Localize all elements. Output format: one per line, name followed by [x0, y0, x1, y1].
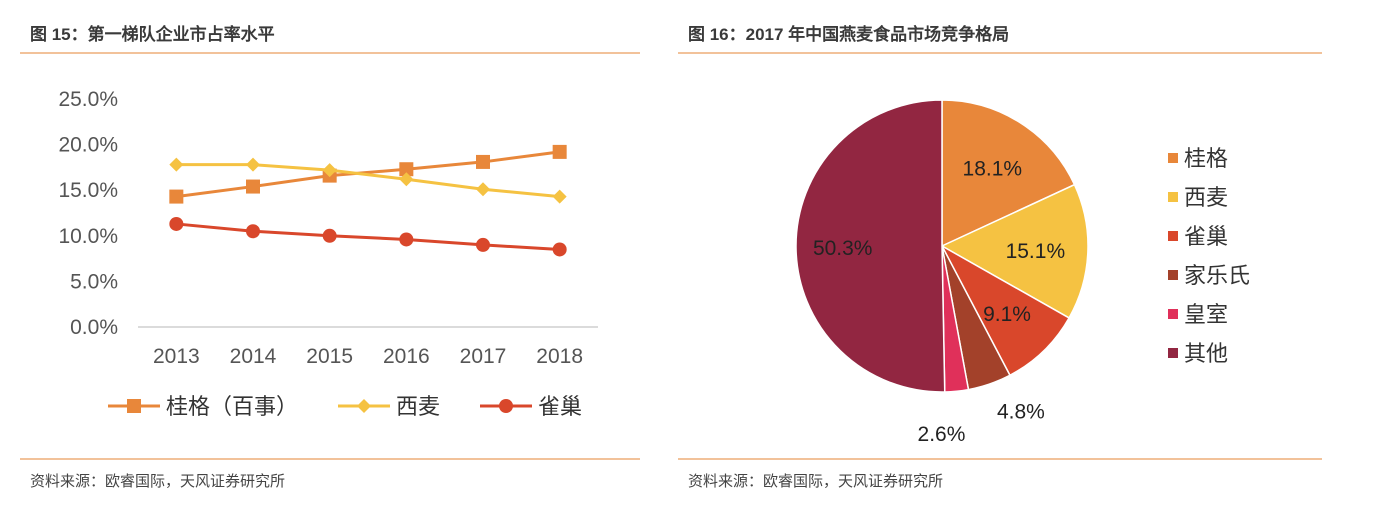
data-point — [476, 182, 490, 197]
legend-label: 西麦 — [396, 394, 440, 419]
pie-slice — [941, 99, 1076, 248]
data-point — [169, 189, 184, 204]
slice-label: 2.6% — [918, 423, 966, 446]
legend-label: 其他 — [1184, 341, 1228, 366]
legend-label: 皇室 — [1184, 302, 1228, 327]
slice-label: 50.3% — [813, 237, 873, 260]
data-point — [322, 228, 337, 243]
data-point — [169, 157, 184, 172]
x-tick-label: 2013 — [153, 345, 200, 368]
left-chart-panel: 图 15：第一梯队企业市占率水平 0.0% 5.0% 10.0% 15.0% 20.0%… — [20, 0, 640, 512]
left-title-rule — [20, 52, 640, 54]
left-source-rule — [20, 458, 640, 460]
slice-label: 4.8% — [997, 400, 1045, 423]
legend-swatch — [1168, 270, 1178, 280]
series-line — [176, 150, 560, 199]
pie-slice — [940, 244, 1071, 377]
series-line — [176, 163, 560, 199]
left-source-note: 资料来源：欧睿国际，天风证券研究所 — [30, 473, 286, 490]
data-point — [246, 157, 260, 172]
x-tick-label: 2016 — [383, 345, 430, 368]
legend-label: 雀巢 — [538, 394, 582, 419]
right-title-rule — [678, 52, 1322, 54]
data-point — [552, 144, 567, 159]
legend-label: 西麦 — [1184, 185, 1228, 210]
series-line — [176, 222, 560, 251]
y-tick-label: 15.0% — [58, 179, 118, 202]
right-chart-panel: 图 16：2017 年中国燕麦食品市场竞争格局 18.1% 15.1% 9.1% 4.… — [678, 0, 1322, 512]
x-tick-label: 2014 — [230, 345, 277, 368]
legend-label: 家乐氏 — [1184, 263, 1250, 288]
right-source-note: 资料来源：欧睿国际，天风证券研究所 — [688, 473, 944, 490]
x-tick-label: 2017 — [460, 345, 507, 368]
data-point — [552, 242, 567, 257]
data-point — [399, 162, 414, 177]
data-point — [246, 224, 260, 239]
legend-swatch — [1168, 348, 1178, 358]
legend-label: 雀巢 — [1184, 224, 1228, 249]
pie-slice — [940, 183, 1089, 319]
y-tick-label: 25.0% — [58, 88, 118, 111]
y-tick-label: 5.0% — [70, 270, 118, 293]
slice-label: 15.1% — [1006, 240, 1066, 263]
y-tick-label: 10.0% — [58, 225, 118, 248]
data-point — [169, 216, 184, 231]
data-point — [399, 232, 414, 247]
pie-slice — [795, 99, 946, 393]
legend-label: 桂格 — [1184, 146, 1228, 171]
legend-swatch — [1168, 231, 1178, 241]
data-point — [476, 154, 490, 169]
legend-swatch — [1168, 192, 1178, 202]
right-source-rule — [678, 458, 1322, 460]
legend-marker — [499, 399, 513, 413]
legend-marker — [127, 399, 141, 413]
data-point — [476, 237, 490, 252]
legend-marker — [357, 399, 371, 413]
legend-swatch — [1168, 153, 1178, 163]
x-tick-label: 2015 — [306, 345, 353, 368]
data-point — [399, 172, 414, 187]
data-point — [246, 179, 260, 194]
data-point — [552, 189, 567, 204]
legend-label: 桂格（百事） — [166, 394, 298, 419]
y-tick-label: 20.0% — [58, 134, 118, 157]
legend-swatch — [1168, 309, 1178, 319]
slice-label: 9.1% — [983, 303, 1031, 326]
x-tick-label: 2018 — [536, 345, 583, 368]
left-chart-title: 图 15：第一梯队企业市占率水平 — [30, 25, 275, 44]
line-chart: 0.0% 5.0% 10.0% 15.0% 20.0% 25.0% 2013 2014 2015… — [58, 88, 598, 419]
right-chart-title: 图 16：2017 年中国燕麦食品市场竞争格局 — [688, 25, 1010, 44]
data-point — [322, 163, 337, 178]
y-tick-label: 0.0% — [70, 316, 118, 339]
slice-label: 18.1% — [963, 157, 1023, 180]
